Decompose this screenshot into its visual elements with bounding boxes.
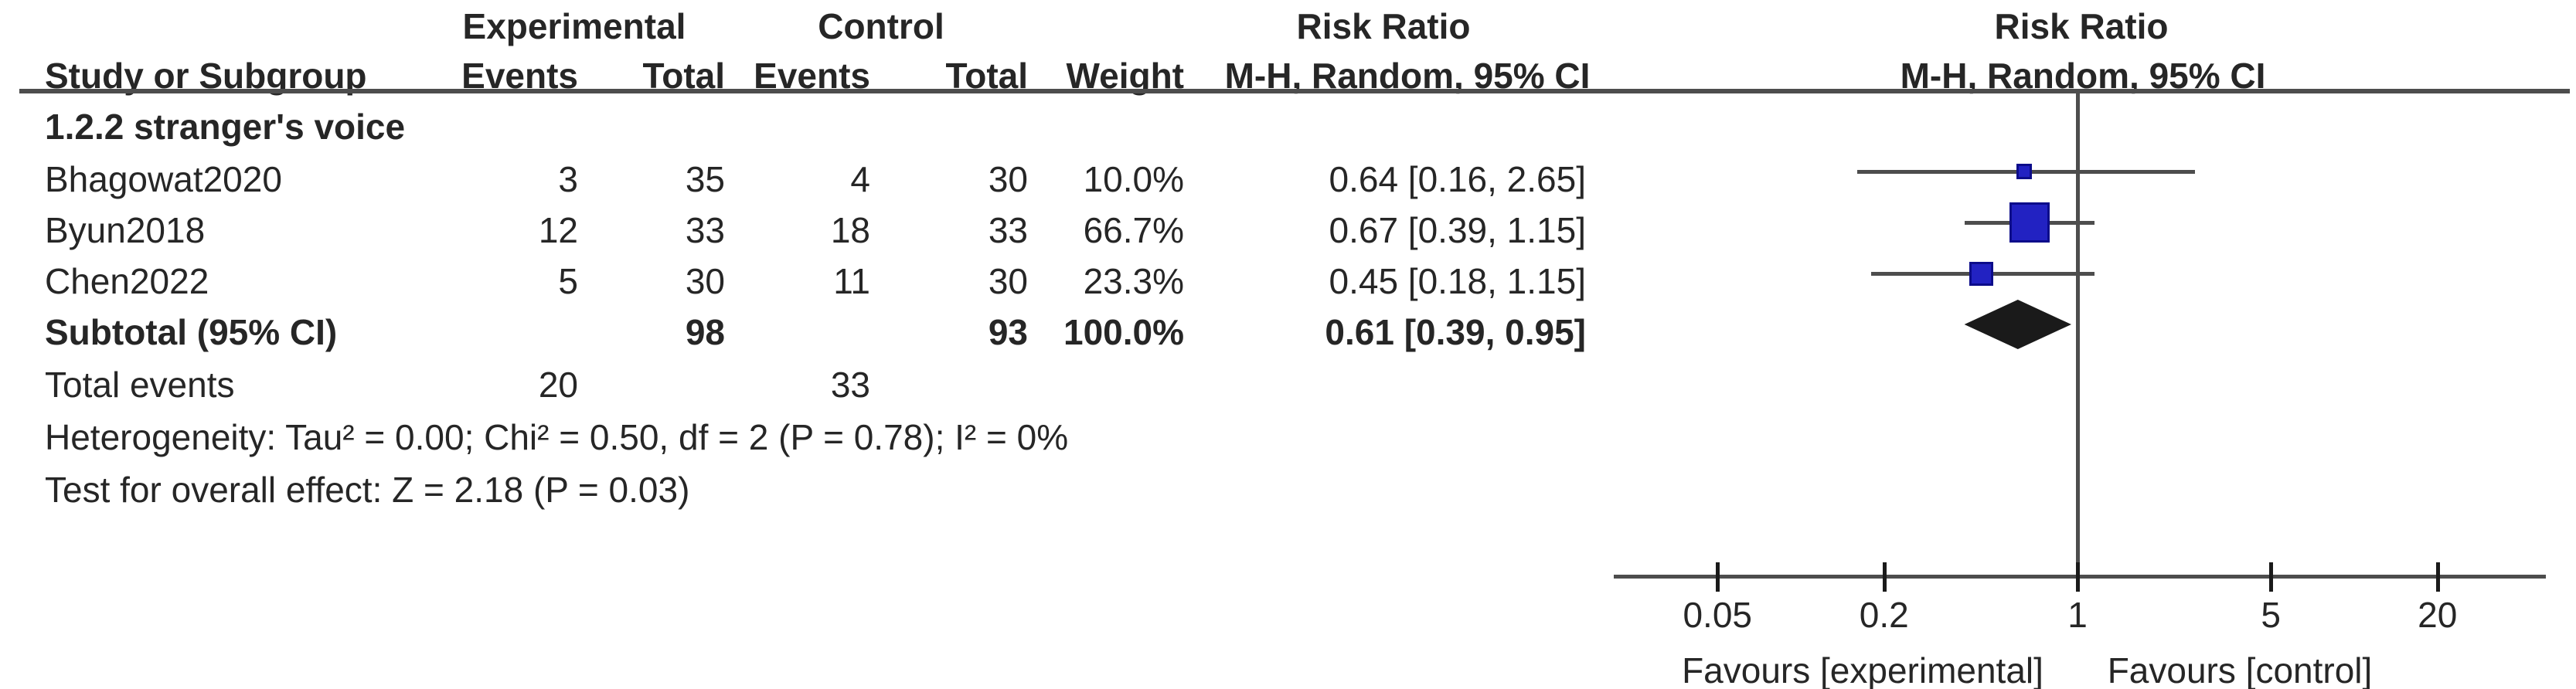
- axis-tick-label: 20: [2418, 595, 2458, 635]
- column-header-experimental: Experimental: [462, 6, 686, 46]
- study-total-experimental: 35: [685, 159, 725, 199]
- study-events-experimental: 12: [538, 210, 578, 250]
- axis-tick-mark: [2435, 562, 2440, 592]
- header-divider: [19, 89, 2570, 93]
- axis-tick-label: 0.05: [1683, 595, 1752, 635]
- study-total-experimental: 30: [685, 261, 725, 301]
- axis-tick-label: 0.2: [1859, 595, 1909, 635]
- overall-effect-test: Test for overall effect: Z = 2.18 (P = 0…: [45, 470, 690, 510]
- study-weight: 66.7%: [1083, 210, 1184, 250]
- study-name: Bhagowat2020: [45, 159, 282, 199]
- study-events-control: 11: [833, 261, 870, 301]
- study-ci-text: 0.45 [0.18, 1.15]: [1329, 261, 1587, 301]
- weight-square: [2009, 202, 2050, 243]
- study-total-control: 30: [988, 261, 1028, 301]
- study-ci-text: 0.64 [0.16, 2.65]: [1329, 159, 1587, 199]
- study-events-control: 4: [850, 159, 870, 199]
- subtotal-weight: 100.0%: [1063, 312, 1184, 352]
- subtotal-label: Subtotal (95% CI): [45, 312, 338, 352]
- x-axis-line: [1614, 575, 2546, 579]
- weight-square: [2016, 164, 2032, 179]
- subtotal-total1: 98: [685, 312, 725, 352]
- weight-square: [1969, 261, 1994, 286]
- axis-tick-label: 1: [2067, 595, 2088, 635]
- favours-experimental-label: Favours [experimental]: [1682, 650, 2043, 689]
- study-name: Byun2018: [45, 210, 206, 250]
- favours-control-label: Favours [control]: [2107, 650, 2373, 689]
- column-header-control: Control: [818, 6, 944, 46]
- study-total-control: 30: [988, 159, 1028, 199]
- study-ci-text: 0.67 [0.39, 1.15]: [1329, 210, 1587, 250]
- column-header-risk-ratio-right: Risk Ratio: [1994, 6, 2169, 46]
- axis-tick-mark: [2269, 562, 2274, 592]
- heterogeneity-stats: Heterogeneity: Tau² = 0.00; Chi² = 0.50,…: [45, 417, 1069, 457]
- null-effect-line: [2076, 93, 2080, 592]
- column-header-risk-ratio-left: Risk Ratio: [1296, 6, 1471, 46]
- summary-diamond-shape: [1964, 300, 2072, 349]
- subgroup-title: 1.2.2 stranger's voice: [45, 107, 406, 147]
- study-events-experimental: 5: [558, 261, 578, 301]
- axis-tick-mark: [2076, 562, 2080, 592]
- study-events-control: 18: [830, 210, 870, 250]
- study-weight: 23.3%: [1083, 261, 1184, 301]
- total-events-label: Total events: [45, 365, 235, 405]
- study-weight: 10.0%: [1083, 159, 1184, 199]
- total-events-experimental: 20: [538, 365, 578, 405]
- axis-tick-mark: [1716, 562, 1720, 592]
- subtotal-total2: 93: [988, 312, 1028, 352]
- axis-tick-mark: [1882, 562, 1887, 592]
- total-events-control: 33: [830, 365, 870, 405]
- axis-tick-label: 5: [2261, 595, 2282, 635]
- subtotal-ci: 0.61 [0.39, 0.95]: [1325, 312, 1586, 352]
- study-name: Chen2022: [45, 261, 209, 301]
- study-total-control: 33: [988, 210, 1028, 250]
- study-total-experimental: 33: [685, 210, 725, 250]
- study-events-experimental: 3: [558, 159, 578, 199]
